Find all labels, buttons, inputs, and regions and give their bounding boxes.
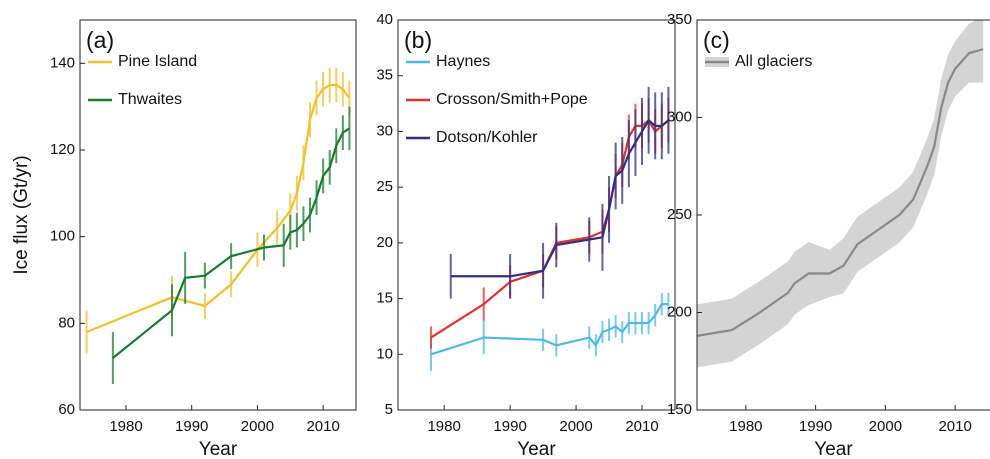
x-tick-label: 1990 [493, 418, 526, 435]
x-tick-label: 1980 [427, 418, 460, 435]
y-tick-label: 350 [667, 11, 692, 28]
y-tick-label: 10 [376, 345, 393, 362]
y-tick-label: 100 [50, 228, 75, 245]
y-tick-label: 5 [385, 401, 393, 418]
frame [397, 19, 676, 411]
x-axis-title: Year [199, 439, 238, 459]
panel-label: (a) [86, 27, 114, 53]
data-line [450, 118, 670, 278]
legend-label: Dotson/Kohler [436, 129, 538, 146]
y-tick-label: 150 [667, 401, 692, 418]
x-tick-label: 1990 [799, 418, 832, 435]
y-tick-label: 30 [376, 122, 393, 139]
y-axis-title: Ice flux (Gt/yr) [11, 155, 32, 274]
data-line [430, 118, 670, 339]
x-tick-label: 2010 [938, 418, 971, 435]
y-tick-label: 80 [58, 314, 75, 331]
data-line [112, 127, 351, 359]
x-axis-title: Year [517, 439, 556, 459]
panel-label: (b) [404, 27, 432, 53]
panel-label: (c) [703, 27, 730, 53]
y-tick-label: 120 [50, 141, 75, 158]
x-tick-label: 1980 [109, 418, 142, 435]
plot-area [429, 86, 670, 371]
x-tick-label: 2010 [306, 418, 339, 435]
x-axis-title: Year [814, 439, 853, 459]
y-tick-label: 140 [50, 54, 75, 71]
legend-label: All glaciers [735, 53, 812, 70]
legend-label: Pine Island [118, 53, 197, 70]
y-tick-label: 300 [667, 108, 692, 125]
data-line [697, 48, 984, 337]
x-tick-label: 2000 [559, 418, 592, 435]
data-line [430, 303, 669, 356]
y-tick-label: 60 [58, 401, 75, 418]
frame [79, 19, 357, 411]
x-tick-label: 1990 [175, 418, 208, 435]
legend-label: Thwaites [118, 91, 182, 108]
y-tick-label: 15 [376, 290, 393, 307]
plot-area [85, 67, 351, 384]
y-tick-label: 25 [376, 178, 393, 195]
x-tick-label: 2000 [869, 418, 902, 435]
x-tick-label: 2010 [625, 418, 658, 435]
y-tick-label: 40 [376, 11, 393, 28]
y-tick-label: 250 [667, 206, 692, 223]
legend-label: Crosson/Smith+Pope [436, 91, 588, 108]
x-tick-label: 2000 [241, 418, 274, 435]
legend-label: Haynes [436, 53, 490, 70]
plot-area [697, 20, 984, 368]
data-line [86, 83, 351, 334]
y-tick-label: 200 [667, 303, 692, 320]
y-tick-label: 35 [376, 67, 393, 84]
x-tick-label: 1980 [729, 418, 762, 435]
y-tick-label: 20 [376, 234, 393, 251]
